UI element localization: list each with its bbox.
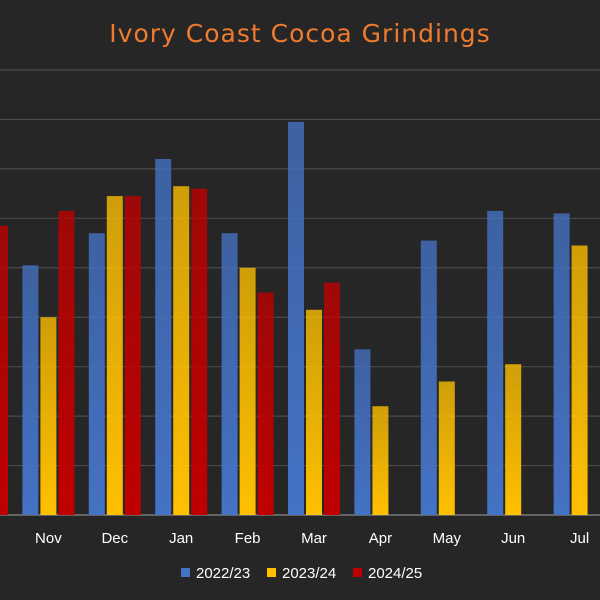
- bar-2024-25-feb: [257, 292, 274, 515]
- x-tick-label: Feb: [235, 530, 261, 547]
- x-tick-label: Dec: [101, 530, 128, 547]
- bar-2024-25-mar: [324, 282, 340, 515]
- legend-label: 2023/24: [282, 565, 336, 582]
- bar-2022-23-jul: [553, 213, 570, 515]
- x-tick-label: Jun: [501, 530, 525, 547]
- chart-title: Ivory Coast Cocoa Grindings: [109, 19, 490, 48]
- bar-2024-25-dec: [124, 196, 141, 516]
- bar-2022-23-feb: [221, 233, 238, 515]
- x-tick-label: Jul: [570, 530, 589, 547]
- legend-label: 2024/25: [368, 565, 422, 582]
- legend: 2022/23 2023/24 2024/25: [181, 565, 422, 582]
- bar-2023-24-jan: [173, 186, 190, 515]
- bar-2024-25-jan: [191, 188, 208, 515]
- x-tick-label: May: [433, 530, 462, 547]
- bar-2022-23-dec: [88, 233, 105, 515]
- bar-2023-24-dec: [106, 196, 123, 516]
- legend-swatch: [181, 568, 190, 577]
- bar-2022-23-jun: [487, 210, 504, 515]
- bar-2023-24-nov: [40, 317, 57, 515]
- bar-2024-25-oct: [0, 225, 8, 515]
- bar-2023-24-jun: [505, 364, 522, 515]
- bar-2023-24-may: [438, 381, 455, 515]
- legend-label: 2022/23: [196, 565, 250, 582]
- x-tick-label: Nov: [35, 530, 62, 547]
- bar-2023-24-apr: [372, 406, 389, 515]
- x-tick-labels: Nov Dec Jan Feb Mar Apr May Jun Jul: [35, 530, 589, 547]
- bar-2023-24-feb: [239, 267, 256, 515]
- bar-2023-24-jul: [571, 245, 588, 515]
- bar-2024-25-nov: [58, 210, 75, 515]
- x-tick-label: Mar: [301, 530, 327, 547]
- legend-swatch: [353, 568, 362, 577]
- bar-2022-23-nov: [22, 265, 39, 515]
- bar-2022-23-jan: [155, 159, 172, 515]
- legend-swatch: [267, 568, 276, 577]
- x-tick-label: Jan: [169, 530, 193, 547]
- bar-2023-24-mar: [306, 309, 322, 515]
- bars: [0, 121, 588, 516]
- bar-2022-23-apr: [354, 349, 371, 515]
- x-tick-label: Apr: [369, 530, 392, 547]
- bar-2022-23-may: [420, 240, 437, 516]
- bar-2022-23-mar: [288, 121, 304, 516]
